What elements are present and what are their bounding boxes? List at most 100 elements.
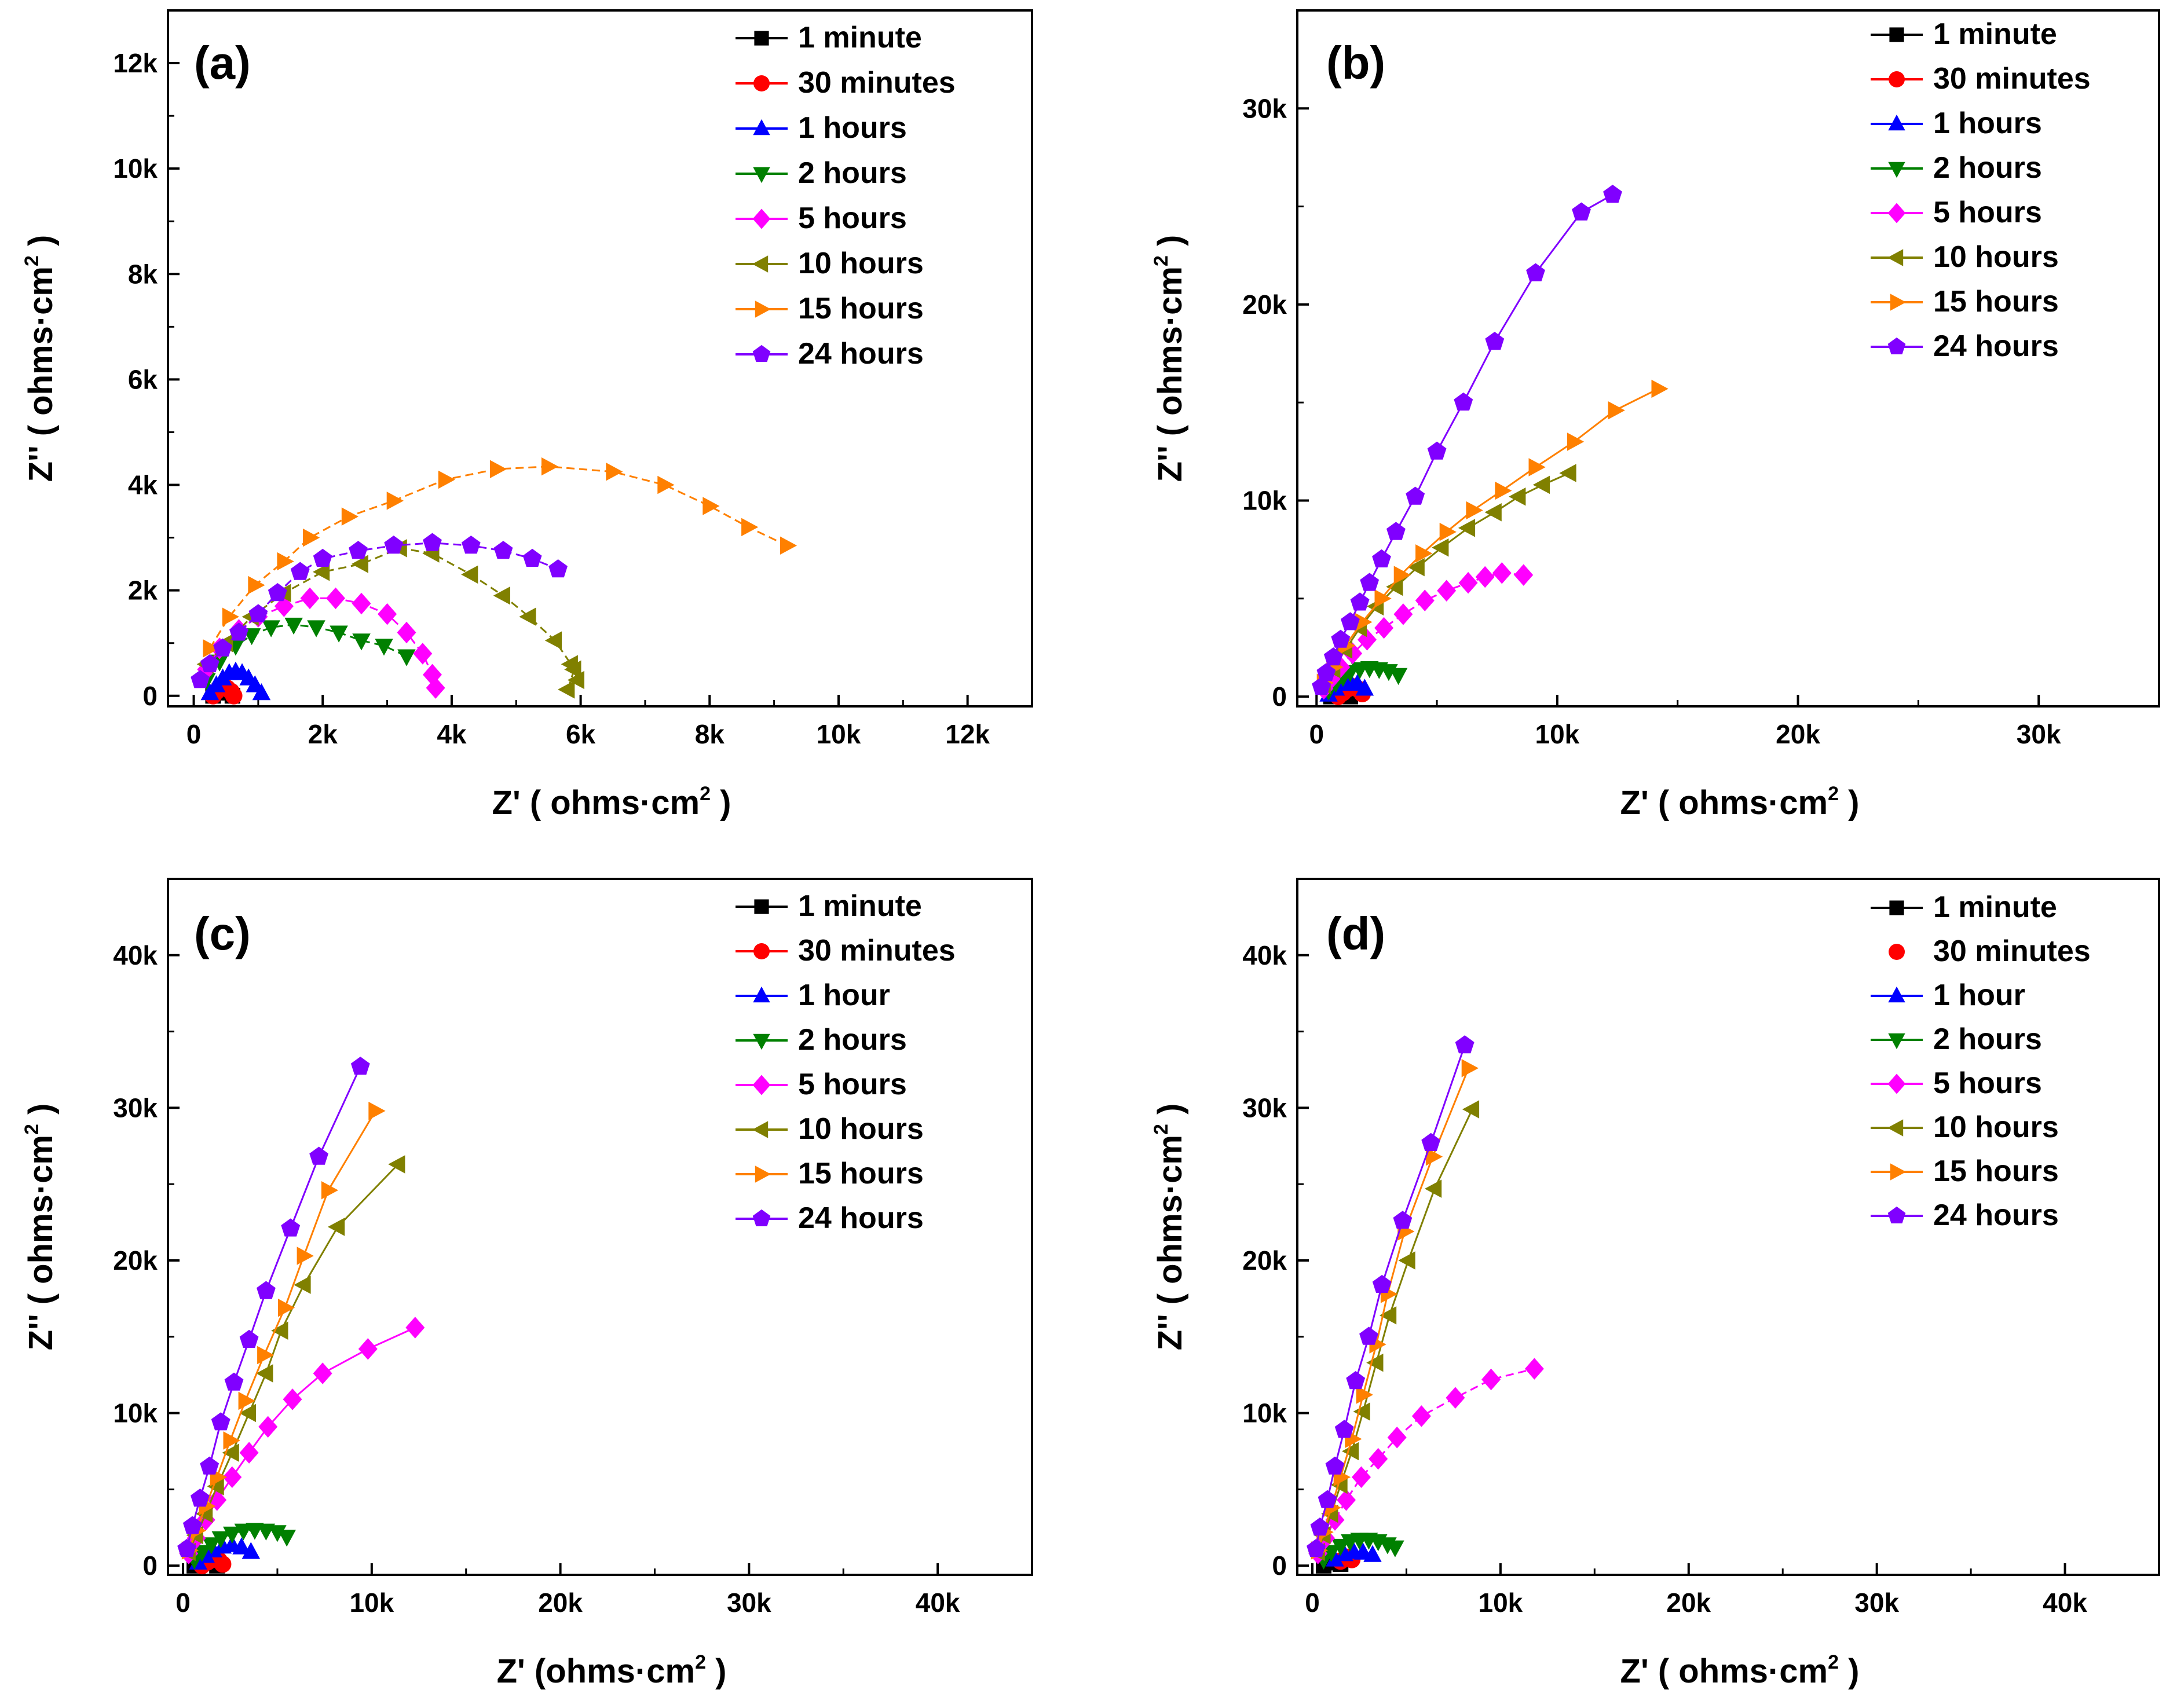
x-axis-label-end: ) [711, 784, 731, 822]
legend-marker [752, 1209, 771, 1226]
data-point-5-hours [1446, 1387, 1465, 1409]
data-point-24-hours [281, 1218, 301, 1237]
data-point-5-hours [1393, 603, 1413, 625]
data-point-10-hours [1458, 519, 1476, 537]
legend-label: 1 hour [1933, 978, 2025, 1012]
legend-marker [753, 167, 770, 184]
data-point-24-hours [224, 1372, 244, 1391]
data-point-15-hours [321, 1181, 339, 1200]
legend-item: 30 minutes [736, 934, 956, 967]
legend: 1 minute 30 minutes 1 hours 2 hours 5 hours 1… [736, 21, 956, 371]
data-point-10-hours [294, 1275, 311, 1294]
legend-marker [1888, 1033, 1905, 1050]
data-point-2-hours [284, 617, 303, 635]
data-point-10-hours [1509, 488, 1526, 506]
data-point-15-hours [780, 536, 797, 555]
data-point-24-hours [191, 670, 210, 688]
data-point-2-hours [375, 639, 393, 656]
legend-label: 24 hours [1933, 1198, 2059, 1232]
legend-marker [752, 1121, 769, 1138]
legend-marker [752, 255, 769, 273]
y-tick-label: 20k [113, 1245, 158, 1275]
legend-label: 5 hours [798, 201, 907, 235]
data-point-24-hours [1372, 549, 1391, 567]
data-point-24-hours [248, 604, 268, 622]
data-point-2-hours [262, 620, 280, 637]
x-tick-label: 2k [308, 719, 338, 749]
series-group [177, 1057, 425, 1575]
legend-label: 1 hour [798, 978, 890, 1012]
legend-item: 30 minutes [736, 66, 956, 100]
y-axis-label-text: Z'' ( ohms·cm [22, 266, 60, 482]
x-axis-label-end: ) [1839, 784, 1859, 822]
y-axis-label: Z'' ( ohms·cm2 ) [21, 1104, 60, 1351]
legend-label: 30 minutes [1933, 934, 2091, 968]
legend-marker [755, 300, 771, 318]
data-point-15-hours [1355, 613, 1373, 632]
x-tick-label: 10k [817, 719, 861, 749]
data-point-15-hours [368, 1101, 386, 1120]
panel-label: (c) [194, 908, 251, 959]
data-point-24-hours [1312, 676, 1331, 695]
y-axis-label-sup: 2 [21, 1124, 43, 1135]
y-tick-label: 40k [113, 940, 158, 970]
legend-marker [1888, 114, 1905, 131]
y-tick-label: 0 [1272, 681, 1287, 712]
y-axis-label-text: Z'' ( ohms·cm [1151, 1135, 1189, 1350]
data-point-15-hours [297, 1247, 314, 1265]
x-axis-label-text: Z' ( ohms·cm [492, 784, 700, 822]
data-point-5-hours [326, 587, 345, 610]
y-axis-label: Z'' ( ohms·cm2 ) [1150, 235, 1189, 482]
legend-label: 10 hours [798, 1112, 924, 1146]
data-point-10-hours [1398, 1251, 1415, 1270]
legend-label: 1 minute [798, 21, 922, 54]
legend-marker [753, 943, 770, 959]
y-axis-label-sup: 2 [1150, 255, 1172, 266]
legend-label: 5 hours [1933, 1066, 2042, 1100]
data-point-5-hours [1343, 642, 1363, 665]
data-point-5-hours [300, 587, 320, 610]
y-axis-label-end: ) [22, 235, 60, 255]
data-point-24-hours [1372, 1274, 1392, 1293]
legend-label: 10 hours [798, 247, 924, 280]
data-point-24-hours [1603, 185, 1622, 203]
data-point-10-hours [313, 563, 330, 581]
legend-item: 1 minute [1871, 17, 2057, 51]
data-point-24-hours [1318, 1490, 1337, 1508]
series-group [1312, 185, 1669, 706]
legend-marker [1889, 900, 1904, 915]
data-point-15-hours [386, 492, 404, 510]
y-tick-label: 30k [113, 1093, 158, 1123]
data-point-10-hours [1353, 1402, 1370, 1421]
data-point-10-hours [327, 1218, 345, 1236]
legend-item: 1 hour [1871, 978, 2025, 1012]
legend-label: 1 hours [798, 111, 907, 145]
data-point-1-hour [1363, 1545, 1382, 1562]
x-axis-label: Z' ( ohms·cm2 ) [1620, 783, 1860, 822]
legend-item: 24 hours [736, 337, 924, 371]
data-point-15-hours [438, 470, 455, 489]
data-point-10-hours [544, 631, 562, 650]
data-point-5-hours [1437, 580, 1457, 602]
legend-marker [752, 344, 771, 362]
data-point-5-hours [413, 643, 433, 665]
x-axis-label-text: Z' (ohms·cm [497, 1652, 695, 1690]
legend-item: 10 hours [1871, 1110, 2059, 1144]
series-line-5-hours [188, 1326, 416, 1554]
data-point-24-hours [1455, 1035, 1475, 1054]
data-point-5-hours [1524, 1358, 1544, 1380]
legend-item: 30 minutes [1889, 934, 2091, 968]
y-tick-label: 10k [113, 1398, 158, 1428]
data-point-24-hours [548, 559, 568, 578]
data-point-15-hours [278, 1299, 295, 1317]
data-point-24-hours [349, 541, 368, 559]
data-point-24-hours [309, 1146, 328, 1165]
x-tick-label: 6k [566, 719, 596, 749]
legend-item: 1 minute [736, 21, 922, 54]
data-point-2-hours [1389, 668, 1408, 686]
data-point-5-hours [283, 1388, 302, 1410]
chart-panel-1: 0 2k 4k 6k 8k 10k 12k 0 2k 4k 6k 8k 10k 12k Z' ( ohms·… [21, 9, 1033, 822]
data-point-10-hours [564, 660, 581, 679]
legend-marker [753, 119, 770, 135]
data-point-5-hours [405, 1317, 425, 1339]
